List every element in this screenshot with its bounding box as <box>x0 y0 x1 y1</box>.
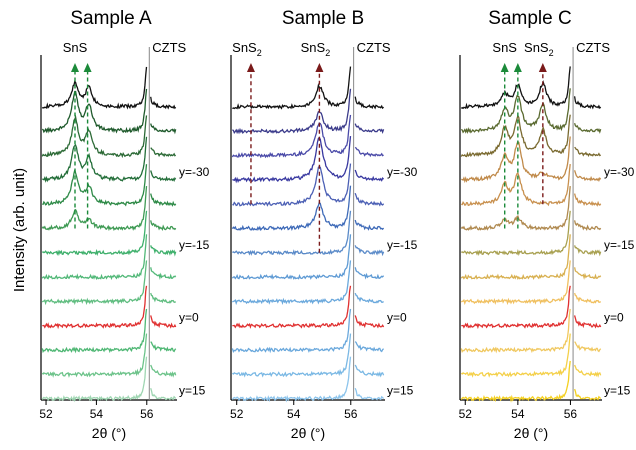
xrd-trace-10 <box>460 308 602 354</box>
x-tick-label: 56 <box>564 407 578 421</box>
xrd-trace-4 <box>42 164 177 207</box>
xrd-trace-8 <box>460 260 602 306</box>
czts-label: CZTS <box>576 40 610 55</box>
x-tick-label: 52 <box>230 407 244 421</box>
panel-title: Sample A <box>70 8 152 29</box>
xrd-trace-1 <box>232 88 385 135</box>
xrd-trace-11 <box>41 333 177 378</box>
peak-label: SnS2 <box>232 40 262 58</box>
xrd-trace-7 <box>231 234 385 280</box>
trace-position-label: y=-15 <box>179 238 210 252</box>
panel-title: Sample B <box>282 8 364 29</box>
x-tick-label: 54 <box>511 407 525 421</box>
xrd-trace-11 <box>231 333 385 378</box>
peak-marker-arrow <box>500 63 509 72</box>
xrd-trace-2 <box>231 114 384 159</box>
trace-position-label: y=15 <box>604 384 631 398</box>
x-tick-label: 54 <box>287 407 301 421</box>
xrd-trace-11 <box>460 333 602 378</box>
peak-label: SnS2 <box>301 40 331 58</box>
x-tick-label: 56 <box>140 407 154 421</box>
trace-position-label: y=-30 <box>604 165 635 179</box>
xrd-trace-6 <box>460 210 602 257</box>
xrd-trace-7 <box>460 234 602 281</box>
czts-label: CZTS <box>152 40 186 55</box>
peak-label: SnS2 <box>524 40 554 58</box>
peak-marker-arrow <box>315 63 324 72</box>
x-tick-label: 52 <box>459 407 473 421</box>
xrd-trace-3 <box>461 136 602 184</box>
trace-position-label: y=15 <box>179 384 206 398</box>
trace-position-label: y=-15 <box>604 238 635 252</box>
x-axis-label: 2θ (°) <box>92 425 126 441</box>
xrd-trace-3 <box>232 136 385 184</box>
trace-position-label: y=-15 <box>387 238 418 252</box>
xrd-trace-12 <box>460 360 602 403</box>
xrd-trace-10 <box>41 308 177 354</box>
xrd-trace-1 <box>41 88 177 135</box>
xrd-trace-1 <box>460 88 602 134</box>
xrd-trace-2 <box>41 114 177 159</box>
xrd-trace-6 <box>232 210 385 257</box>
xrd-trace-10 <box>231 308 385 354</box>
xrd-trace-12 <box>231 356 385 403</box>
czts-label: CZTS <box>357 40 391 55</box>
xrd-trace-12 <box>41 356 177 403</box>
peak-marker-arrow <box>538 63 547 72</box>
trace-position-label: y=0 <box>387 311 407 325</box>
x-axis-label: 2θ (°) <box>291 425 325 441</box>
trace-position-label: y=0 <box>179 311 199 325</box>
trace-position-label: y=-30 <box>179 165 210 179</box>
panel-title: Sample C <box>488 8 571 29</box>
xrd-trace-9 <box>461 285 602 330</box>
peak-marker-arrow <box>71 63 79 72</box>
panel-sample-a: Sample A 52 54 56 2θ (°) CZTS y=-30 y=-15 y=0 y=1… <box>39 8 209 441</box>
xrd-trace-3 <box>42 136 177 183</box>
peak-marker-arrow <box>246 63 255 72</box>
xrd-trace-7 <box>41 234 177 281</box>
xrd-trace-9 <box>232 285 385 329</box>
xrd-trace-4 <box>232 163 385 207</box>
xrd-trace-8 <box>232 260 384 306</box>
y-axis-label: Intensity (arb. unit) <box>11 168 28 292</box>
x-tick-label: 54 <box>90 407 104 421</box>
xrd-trace-5 <box>460 186 602 231</box>
xrd-trace-5 <box>41 186 177 232</box>
x-tick-label: 56 <box>344 407 358 421</box>
trace-position-label: y=0 <box>604 311 624 325</box>
xrd-trace-4 <box>461 164 602 207</box>
x-tick-label: 52 <box>39 407 53 421</box>
xrd-trace-0 <box>460 66 602 110</box>
xrd-trace-8 <box>41 260 177 306</box>
xrd-trace-6 <box>41 210 177 257</box>
xrd-trace-2 <box>460 113 602 158</box>
panel-sample-c: Sample C 52 54 56 2θ (°) CZTS y=-30 y=-15 y=0 y=1… <box>459 8 635 441</box>
peak-label: SnS <box>63 40 88 55</box>
xrd-trace-0 <box>232 66 385 110</box>
peak-marker-arrow <box>83 63 92 72</box>
peak-marker-arrow <box>513 63 522 72</box>
peak-label: SnS <box>492 40 517 55</box>
trace-position-label: y=-30 <box>387 165 418 179</box>
xrd-trace-5 <box>231 185 385 232</box>
x-axis-label: 2θ (°) <box>514 425 548 441</box>
panel-sample-b: Sample B 52 54 56 2θ (°) CZTS y=-30 y=-15 y=0 y=1… <box>230 8 418 441</box>
xrd-trace-9 <box>42 285 177 330</box>
xrd-trace-0 <box>41 66 177 110</box>
trace-position-label: y=15 <box>387 384 414 398</box>
